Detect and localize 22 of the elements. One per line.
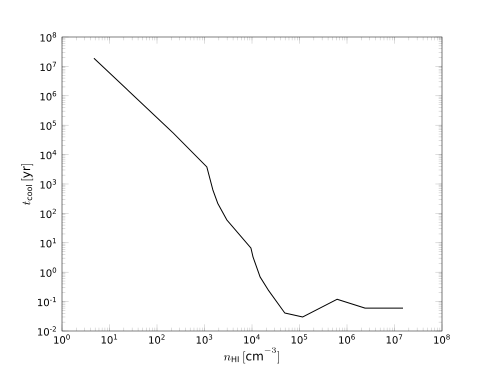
x-tick-label: 10$^{3}$ (196, 334, 212, 344)
y-tick-label: 10$^{4}$ (40, 150, 56, 160)
x-tick-label: 10$^{4}$ (244, 334, 260, 344)
y-tick-label: 10$^{8}$ (40, 32, 56, 42)
y-tick-label: 10$^{5}$ (40, 120, 56, 130)
y-tick-label: 10$^{7}$ (40, 62, 56, 72)
y-tick-label: 10$^{3}$ (40, 179, 56, 189)
x-axis-title: $n_{\rm HI}\,[{\rm cm}^{-3}]$ (224, 347, 280, 364)
y-axis-title: $t_{\rm cool}\,[{\rm yr}]$ (21, 164, 34, 205)
y-tick-label: 10$^{0}$ (40, 268, 56, 277)
x-tick-label: 10$^{1}$ (102, 334, 118, 344)
x-tick-label: 10$^{8}$ (434, 334, 450, 344)
x-tick-label: 10$^{5}$ (292, 334, 308, 344)
x-tick-label: 10$^{6}$ (339, 334, 355, 344)
y-tick-label: 10$^{-2}$ (38, 326, 56, 336)
y-tick-label: 10$^{-1}$ (38, 296, 56, 306)
x-tick-label: 10$^{2}$ (149, 334, 165, 344)
x-tick-label: 10$^{0}$ (54, 334, 70, 344)
y-tick-label: 10$^{2}$ (40, 208, 56, 218)
y-tick-label: 10$^{6}$ (40, 91, 56, 100)
x-tick-label: 10$^{7}$ (386, 334, 402, 344)
y-tick-label: 10$^{1}$ (40, 238, 56, 248)
